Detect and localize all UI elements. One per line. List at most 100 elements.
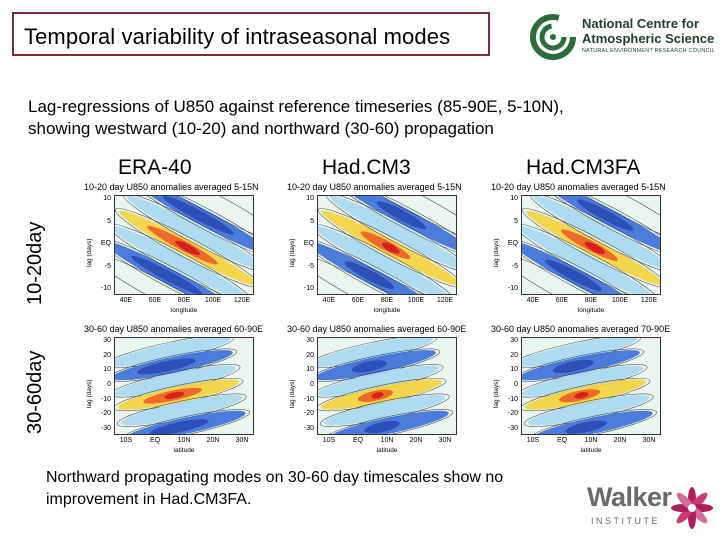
x-tick-label: 10S xyxy=(526,437,540,444)
y-tick-label: 0 xyxy=(514,381,518,388)
walker-name: Walker xyxy=(587,482,672,512)
panel-title: 30-60 day U850 anomalies averaged 70-90E xyxy=(491,324,671,334)
row-label-10-20day: 10-20day xyxy=(24,221,46,305)
contour-field xyxy=(318,338,453,434)
x-axis-label: latitude xyxy=(376,447,398,454)
x-tick-label: EQ xyxy=(556,437,568,444)
contour-plot xyxy=(114,195,254,295)
column-header-hadcm3fa: Had.CM3FA xyxy=(526,156,641,179)
column-header-hadcm3: Had.CM3 xyxy=(322,156,411,179)
contour-field xyxy=(522,338,657,434)
panel-title: 10-20 day U850 anomalies averaged 5-15N xyxy=(491,182,666,192)
contour-field xyxy=(522,196,660,294)
y-tick-label: -20 xyxy=(303,410,314,418)
y-tick-label: -10 xyxy=(303,395,314,403)
panel-title: 10-20 day U850 anomalies averaged 5-15N xyxy=(287,182,462,192)
y-tick-label: -5 xyxy=(511,262,518,270)
y-tick-label: 30 xyxy=(510,337,518,344)
x-tick-label: 80E xyxy=(380,297,394,304)
column-header-era40: ERA-40 xyxy=(118,156,192,179)
y-tick-label: EQ xyxy=(507,240,518,247)
x-tick-label: 10S xyxy=(119,437,133,444)
y-tick-label: -10 xyxy=(507,285,518,292)
x-tick-label: 60E xyxy=(148,297,162,304)
contour-panel-top-2: 10-20 day U850 anomalies averaged 5-15N l… xyxy=(287,182,462,316)
x-tick-label: 20N xyxy=(409,437,423,444)
contour-plot xyxy=(114,337,254,435)
ncas-name-line2: Atmospheric Science xyxy=(582,31,715,46)
x-tick-label: 100E xyxy=(204,297,222,304)
contour-plot xyxy=(317,195,457,295)
x-tick-label: 10S xyxy=(322,437,336,444)
x-axis-label: latitude xyxy=(173,447,195,454)
ncas-name-line1: National Centre for xyxy=(582,16,700,31)
contour-field xyxy=(115,196,253,294)
contour-plot xyxy=(521,337,661,435)
x-axis-label: longitude xyxy=(373,307,401,314)
walker-institute-label: INSTITUTE xyxy=(591,516,660,526)
y-tick-label: 5 xyxy=(107,217,111,225)
contour-plot xyxy=(317,337,457,435)
x-tick-label: 60E xyxy=(351,297,365,304)
slide-title: Temporal variability of intraseasonal mo… xyxy=(24,24,451,49)
conclusion-note: Northward propagating modes on 30-60 day… xyxy=(46,467,503,511)
contour-panel-bottom-1: 30-60 day U850 anomalies averaged 60-90E… xyxy=(84,324,263,456)
y-tick-label: -30 xyxy=(100,425,111,432)
y-tick-label: 10 xyxy=(510,366,518,374)
subtitle: Lag-regressions of U850 against referenc… xyxy=(28,96,564,140)
y-tick-label: -5 xyxy=(104,262,111,270)
x-axis-label: longitude xyxy=(170,307,198,314)
x-tick-label: 40E xyxy=(322,297,336,304)
contour-panel-bottom-3: 30-60 day U850 anomalies averaged 70-90E… xyxy=(491,324,670,456)
x-tick-label: 20N xyxy=(206,437,220,444)
y-tick-label: -5 xyxy=(307,262,314,270)
contour-field xyxy=(318,196,456,294)
walker-flower-icon xyxy=(671,487,713,529)
ncas-logo: National Centre for Atmospheric Science … xyxy=(530,12,715,60)
x-tick-label: 30N xyxy=(642,437,656,444)
y-tick-label: -10 xyxy=(303,285,314,292)
y-tick-label: 10 xyxy=(510,195,518,202)
y-tick-label: 20 xyxy=(103,351,111,359)
y-tick-label: -20 xyxy=(100,410,111,418)
x-tick-label: 10N xyxy=(380,437,394,444)
panel-title: 10-20 day U850 anomalies averaged 5-15N xyxy=(84,182,259,192)
y-tick-label: -10 xyxy=(100,285,111,292)
y-tick-label: -20 xyxy=(507,410,518,418)
y-tick-label: 0 xyxy=(310,381,314,388)
x-tick-label: 10N xyxy=(584,437,598,444)
y-tick-label: -30 xyxy=(303,425,314,432)
y-tick-label: 5 xyxy=(514,217,518,225)
row-label-30-60day: 30-60day xyxy=(24,350,46,434)
x-tick-label: 20N xyxy=(613,437,627,444)
x-tick-label: 120E xyxy=(436,297,454,304)
x-axis-label: longitude xyxy=(577,307,605,314)
x-tick-label: 100E xyxy=(407,297,425,304)
x-tick-label: 40E xyxy=(526,297,540,304)
y-tick-label: -10 xyxy=(100,395,111,403)
x-tick-label: 80E xyxy=(584,297,598,304)
y-tick-label: 30 xyxy=(306,337,314,344)
x-tick-label: 30N xyxy=(438,437,452,444)
y-tick-label: -30 xyxy=(507,425,518,432)
x-tick-label: 10N xyxy=(177,437,191,444)
y-tick-label: 5 xyxy=(310,217,314,225)
contour-field xyxy=(115,338,250,434)
x-tick-label: 100E xyxy=(611,297,629,304)
contour-panel-bottom-2: 30-60 day U850 anomalies averaged 60-90E… xyxy=(287,324,466,456)
x-tick-label: 120E xyxy=(640,297,658,304)
x-tick-label: 80E xyxy=(177,297,191,304)
y-tick-label: 10 xyxy=(103,366,111,374)
ncas-swirl-icon xyxy=(530,14,576,60)
y-tick-label: EQ xyxy=(303,240,314,247)
x-tick-label: 30N xyxy=(235,437,249,444)
y-tick-label: 10 xyxy=(306,195,314,202)
panel-title: 30-60 day U850 anomalies averaged 60-90E xyxy=(287,324,467,334)
contour-panel-top-3: 10-20 day U850 anomalies averaged 5-15N l… xyxy=(491,182,666,316)
x-tick-label: EQ xyxy=(149,437,161,444)
x-axis-label: latitude xyxy=(580,447,602,454)
note-line-1: Northward propagating modes on 30-60 day… xyxy=(46,469,504,486)
y-tick-label: EQ xyxy=(100,240,111,247)
contour-plot xyxy=(521,195,661,295)
x-tick-label: 60E xyxy=(555,297,569,304)
